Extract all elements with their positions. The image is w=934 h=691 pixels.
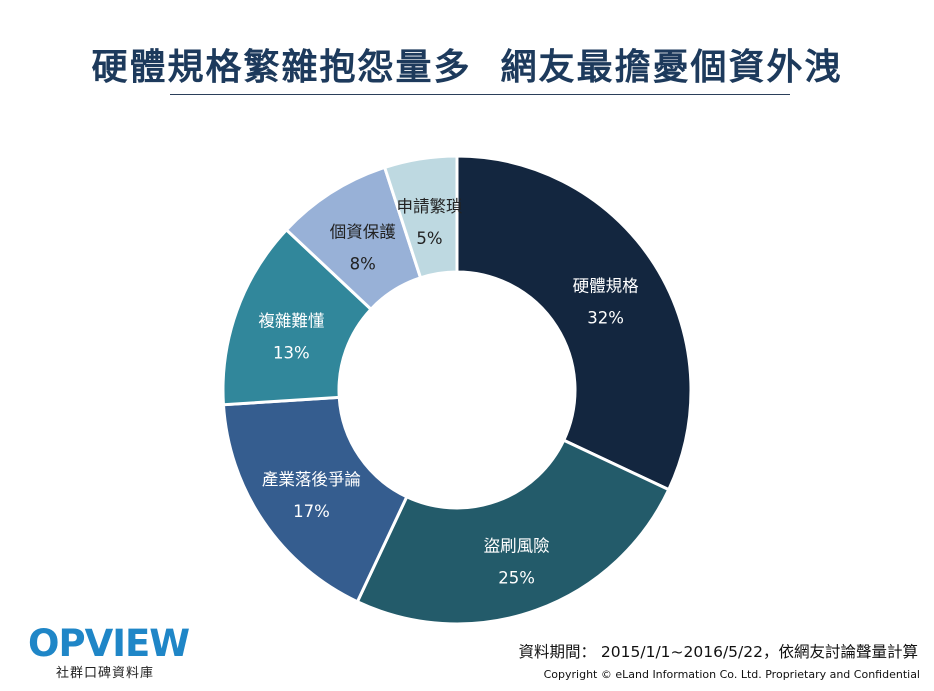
title-underline xyxy=(170,94,790,95)
donut-slice-1 xyxy=(355,438,671,626)
opview-logo: OPVIEW 社群口碑資料庫 xyxy=(28,622,203,682)
slice-percent-4: 8% xyxy=(350,254,376,273)
donut-slice-5 xyxy=(382,154,459,280)
data-source-note: 資料期間： 2015/1/1~2016/5/22，依網友討論聲量計算 xyxy=(518,643,918,661)
slice-label-1: 盜刷風險 xyxy=(484,537,550,556)
slice-percent-0: 32% xyxy=(587,309,624,328)
copyright-notice: Copyright © eLand Information Co. Ltd. P… xyxy=(543,668,920,681)
slice-percent-3: 13% xyxy=(273,343,310,362)
slice-percent-1: 25% xyxy=(498,569,535,588)
logo-tagline: 社群口碑資料庫 xyxy=(56,666,155,681)
slice-label-5: 申請繁瑣 xyxy=(396,197,463,216)
slice-percent-5: 5% xyxy=(416,229,442,248)
slice-label-4: 個資保護 xyxy=(330,222,397,241)
slice-label-3: 複雜難懂 xyxy=(258,311,324,330)
slice-label-2: 產業落後爭論 xyxy=(262,470,361,489)
page-title: 硬體規格繁雜抱怨量多 網友最擔憂個資外洩 xyxy=(91,47,843,88)
donut-slice-0 xyxy=(455,154,693,492)
slice-label-0: 硬體規格 xyxy=(573,277,640,296)
logo-wordmark: OPVIEW xyxy=(28,622,190,665)
donut-slice-2 xyxy=(221,395,409,604)
slice-percent-2: 17% xyxy=(293,502,330,521)
